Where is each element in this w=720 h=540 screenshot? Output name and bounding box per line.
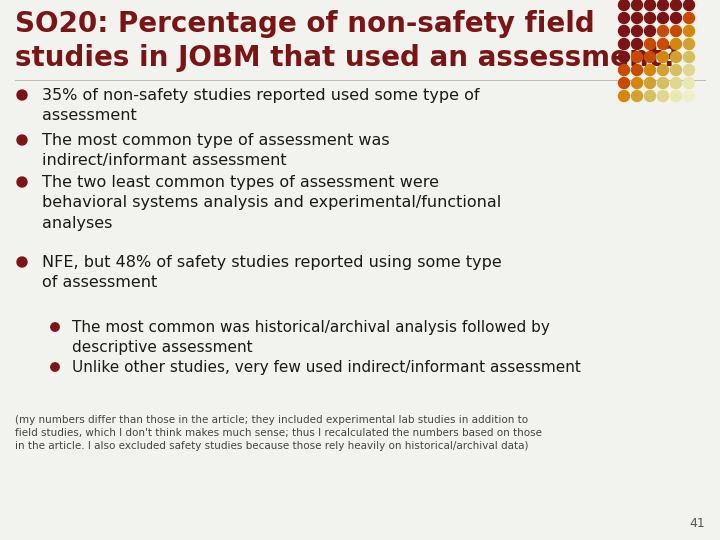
Circle shape [644, 25, 655, 37]
Circle shape [51, 323, 59, 331]
Circle shape [670, 91, 682, 102]
Circle shape [670, 25, 682, 37]
Circle shape [631, 12, 642, 24]
Circle shape [17, 90, 27, 100]
Circle shape [683, 51, 695, 63]
Text: The most common was historical/archival analysis followed by
descriptive assessm: The most common was historical/archival … [72, 320, 550, 355]
Text: The two least common types of assessment were
behavioral systems analysis and ex: The two least common types of assessment… [42, 175, 501, 231]
Circle shape [657, 38, 668, 50]
Circle shape [631, 91, 642, 102]
Circle shape [618, 0, 629, 10]
Circle shape [670, 38, 682, 50]
Circle shape [644, 78, 655, 89]
Text: 35% of non-safety studies reported used some type of
assessment: 35% of non-safety studies reported used … [42, 88, 480, 124]
Text: The most common type of assessment was
indirect/informant assessment: The most common type of assessment was i… [42, 133, 390, 168]
Circle shape [644, 51, 655, 63]
Circle shape [644, 0, 655, 10]
Circle shape [644, 38, 655, 50]
Circle shape [17, 257, 27, 267]
Circle shape [618, 64, 629, 76]
Circle shape [683, 64, 695, 76]
Circle shape [631, 51, 642, 63]
Circle shape [618, 51, 629, 63]
Circle shape [657, 12, 668, 24]
Circle shape [670, 0, 682, 10]
Circle shape [683, 12, 695, 24]
Circle shape [670, 51, 682, 63]
Circle shape [657, 78, 668, 89]
Circle shape [618, 91, 629, 102]
Circle shape [618, 38, 629, 50]
Circle shape [657, 51, 668, 63]
Circle shape [657, 25, 668, 37]
Text: Unlike other studies, very few used indirect/informant assessment: Unlike other studies, very few used indi… [72, 360, 581, 375]
Circle shape [670, 78, 682, 89]
Text: (my numbers differ than those in the article; they included experimental lab stu: (my numbers differ than those in the art… [15, 415, 542, 451]
Circle shape [683, 38, 695, 50]
Circle shape [657, 91, 668, 102]
Circle shape [631, 78, 642, 89]
Text: NFE, but 48% of safety studies reported using some type
of assessment: NFE, but 48% of safety studies reported … [42, 255, 502, 291]
Circle shape [657, 0, 668, 10]
Circle shape [683, 78, 695, 89]
Circle shape [618, 25, 629, 37]
Circle shape [618, 78, 629, 89]
Circle shape [657, 64, 668, 76]
Circle shape [618, 12, 629, 24]
Text: SO20: Percentage of non-safety field: SO20: Percentage of non-safety field [15, 10, 595, 38]
Circle shape [670, 12, 682, 24]
Circle shape [51, 363, 59, 371]
Circle shape [683, 91, 695, 102]
Circle shape [17, 177, 27, 187]
Circle shape [631, 38, 642, 50]
Text: studies in JOBM that used an assessment?: studies in JOBM that used an assessment? [15, 44, 678, 72]
Circle shape [631, 64, 642, 76]
Circle shape [17, 135, 27, 145]
Circle shape [644, 64, 655, 76]
Circle shape [644, 91, 655, 102]
Circle shape [631, 25, 642, 37]
Circle shape [644, 12, 655, 24]
Circle shape [683, 25, 695, 37]
Circle shape [670, 64, 682, 76]
Circle shape [683, 0, 695, 10]
Text: 41: 41 [689, 517, 705, 530]
Circle shape [631, 0, 642, 10]
